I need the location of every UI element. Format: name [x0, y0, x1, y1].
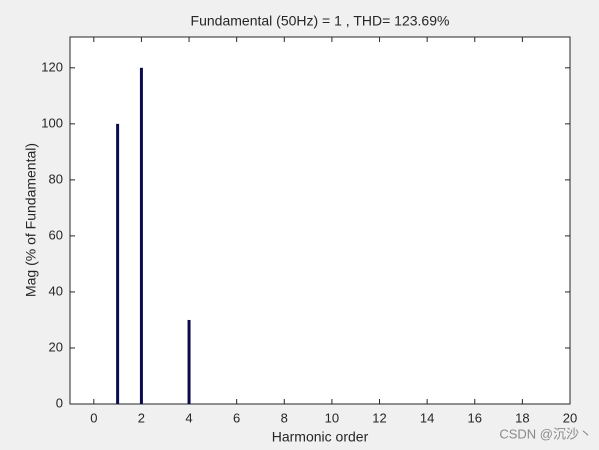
x-tick-label: 8	[281, 410, 288, 425]
x-tick-label: 10	[325, 410, 339, 425]
x-tick-label: 12	[372, 410, 386, 425]
y-tick-label: 0	[56, 395, 63, 410]
y-tick-label: 60	[49, 227, 63, 242]
x-tick-label: 16	[468, 410, 482, 425]
y-axis-label: Mag (% of Fundamental)	[23, 143, 39, 297]
y-tick-label: 80	[49, 171, 63, 186]
bar	[139, 67, 143, 404]
x-tick-label: 0	[90, 410, 97, 425]
x-tick-label: 6	[233, 410, 240, 425]
watermark: CSDN @沉沙丶	[499, 426, 592, 441]
y-tick-label: 120	[41, 59, 63, 74]
x-tick-label: 20	[563, 410, 577, 425]
chart-title: Fundamental (50Hz) = 1 , THD= 123.69%	[191, 13, 450, 29]
bar	[187, 319, 191, 404]
bar	[116, 123, 120, 405]
x-tick-label: 18	[515, 410, 529, 425]
x-tick-label: 4	[185, 410, 192, 425]
plot-area	[69, 36, 571, 405]
y-tick-label: 40	[49, 283, 63, 298]
x-tick-label: 2	[138, 410, 145, 425]
y-tick-label: 100	[41, 115, 63, 130]
y-tick-label: 20	[49, 339, 63, 354]
x-axis-label: Harmonic order	[272, 429, 369, 445]
x-tick-label: 14	[420, 410, 434, 425]
